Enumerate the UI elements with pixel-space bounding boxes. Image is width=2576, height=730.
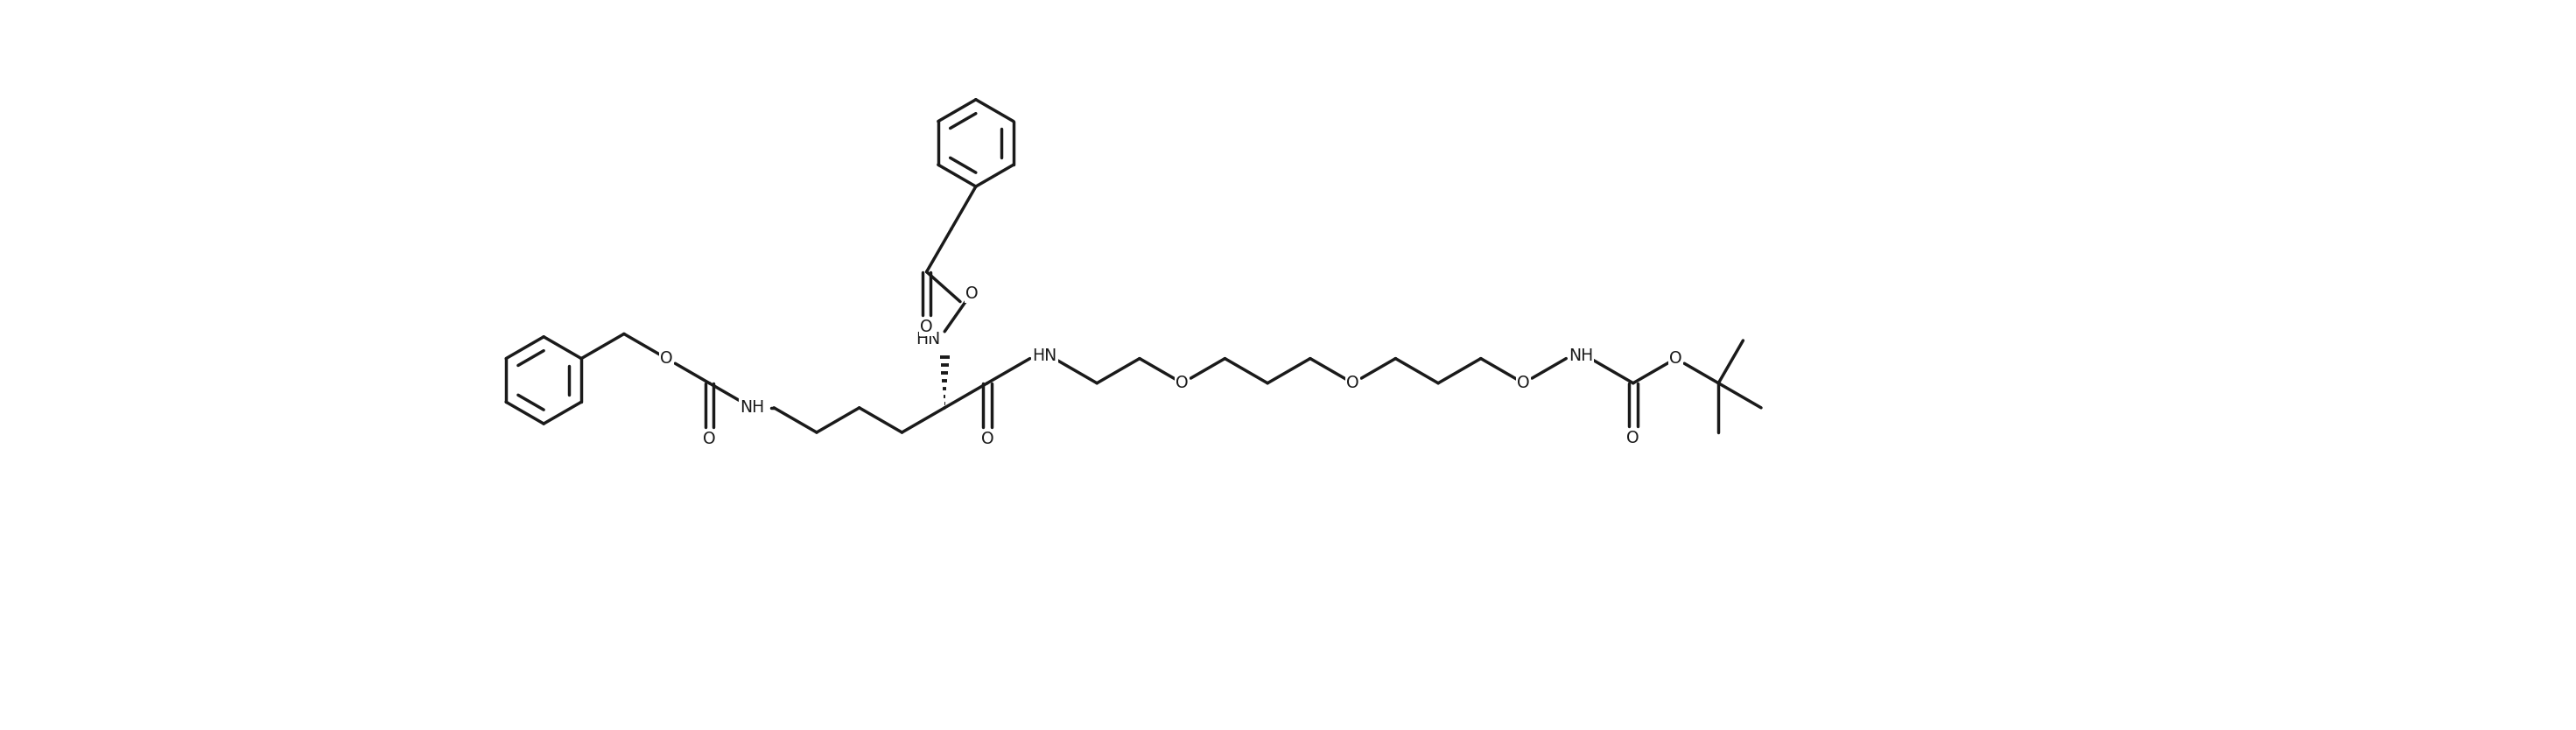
Text: O: O <box>659 350 672 366</box>
Text: O: O <box>703 431 716 447</box>
Text: O: O <box>966 285 979 302</box>
Text: O: O <box>920 318 933 335</box>
Text: O: O <box>1175 374 1188 391</box>
Text: O: O <box>981 431 994 447</box>
Text: HN: HN <box>914 331 940 347</box>
Text: NH: NH <box>1569 347 1592 364</box>
Text: NH: NH <box>739 399 765 416</box>
Text: O: O <box>1669 350 1682 366</box>
Text: O: O <box>1347 374 1360 391</box>
Text: O: O <box>1517 374 1530 391</box>
Text: O: O <box>1625 430 1638 446</box>
Text: HN: HN <box>1033 347 1056 364</box>
